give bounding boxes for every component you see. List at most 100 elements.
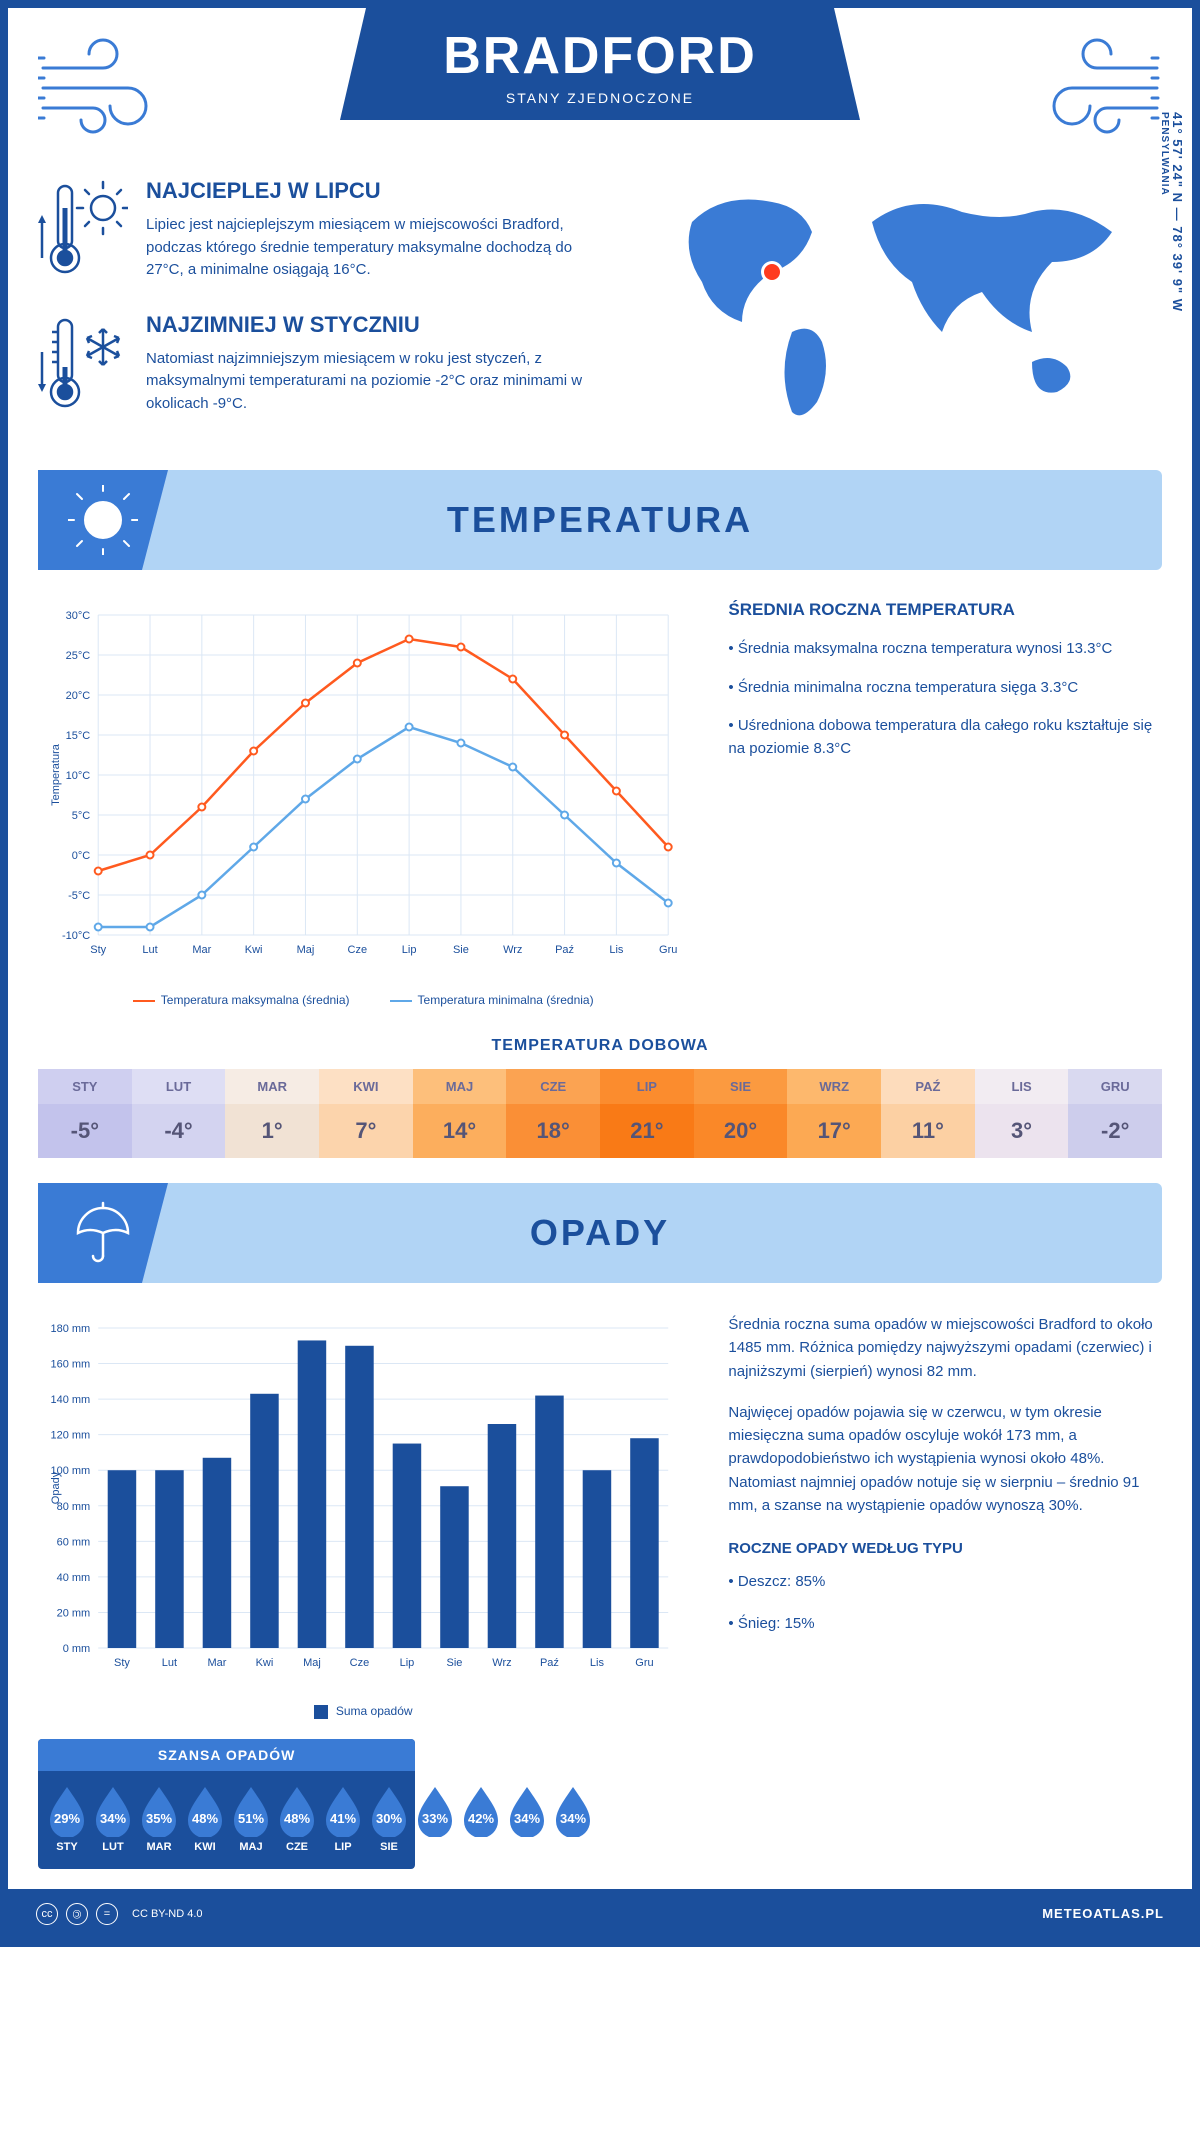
daily-cell: CZE18° (506, 1069, 600, 1158)
coord-lon: 78° 39' 9" W (1170, 226, 1185, 312)
temperature-line-chart: -10°C-5°C0°C5°C10°C15°C20°C25°C30°CStyLu… (38, 600, 688, 1007)
precip-chance-drop: 34%LUT (92, 1785, 134, 1853)
svg-text:Maj: Maj (303, 1657, 321, 1669)
section-temperature-title: TEMPERATURA (447, 499, 753, 541)
precip-chance-drop: 30%SIE (368, 1785, 410, 1853)
temp-bullet-0: • Średnia maksymalna roczna temperatura … (728, 638, 1162, 661)
fact-warmest-title: NAJCIEPLEJ W LIPCU (146, 178, 611, 204)
daily-cell: WRZ17° (787, 1069, 881, 1158)
svg-text:0 mm: 0 mm (63, 1643, 91, 1655)
svg-text:Lis: Lis (590, 1657, 605, 1669)
precip-chance-drop: 34%LIS (506, 1785, 548, 1853)
svg-text:5°C: 5°C (72, 810, 91, 822)
svg-text:Wrz: Wrz (492, 1657, 511, 1669)
svg-text:Mar: Mar (207, 1657, 226, 1669)
svg-text:Sie: Sie (447, 1657, 463, 1669)
svg-text:41%: 41% (330, 1811, 356, 1826)
svg-text:20°C: 20°C (66, 690, 91, 702)
precip-chance-drop: 33%WRZ (414, 1785, 456, 1853)
section-precip-banner: OPADY (38, 1183, 1162, 1283)
svg-text:48%: 48% (192, 1811, 218, 1826)
precip-chance-drop: 35%MAR (138, 1785, 180, 1853)
svg-text:Lut: Lut (162, 1657, 177, 1669)
svg-text:160 mm: 160 mm (50, 1359, 90, 1371)
sun-icon (38, 470, 168, 570)
precip-summary: Średnia roczna suma opadów w miejscowośc… (728, 1313, 1162, 1869)
cc-icon: cc (36, 1903, 58, 1925)
svg-text:34%: 34% (514, 1811, 540, 1826)
footer: cc 🄯 = CC BY-ND 4.0 METEOATLAS.PL (8, 1889, 1192, 1939)
precip-legend: Suma opadów (38, 1704, 688, 1719)
footer-site: METEOATLAS.PL (1042, 1906, 1164, 1921)
fact-warmest-text: Lipiec jest najcieplejszym miesiącem w m… (146, 214, 611, 282)
svg-text:Lip: Lip (402, 944, 417, 956)
svg-text:0°C: 0°C (72, 850, 91, 862)
svg-text:-10°C: -10°C (62, 930, 90, 942)
precip-type-heading: ROCZNE OPADY WEDŁUG TYPU (728, 1537, 1162, 1560)
svg-text:33%: 33% (422, 1811, 448, 1826)
svg-text:Paź: Paź (555, 944, 574, 956)
temp-bullet-2: • Uśredniona dobowa temperatura dla całe… (728, 715, 1162, 760)
daily-cell: MAJ14° (413, 1069, 507, 1158)
legend-min: Temperatura minimalna (średnia) (390, 993, 594, 1007)
daily-temp-title: TEMPERATURA DOBOWA (38, 1037, 1162, 1055)
daily-cell: LIS3° (975, 1069, 1069, 1158)
precip-chance-drop: 34%GRU (552, 1785, 594, 1853)
country-subtitle: STANY ZJEDNOCZONE (340, 90, 860, 106)
daily-cell: LIP21° (600, 1069, 694, 1158)
precip-chance-drop: 48%CZE (276, 1785, 318, 1853)
svg-text:Gru: Gru (659, 944, 677, 956)
fact-warmest: NAJCIEPLEJ W LIPCU Lipiec jest najcieple… (38, 178, 611, 282)
thermometer-cold-icon (38, 312, 128, 412)
precip-p2: Najwięcej opadów pojawia się w czerwcu, … (728, 1401, 1162, 1517)
svg-text:48%: 48% (284, 1811, 310, 1826)
precip-snow: • Śnieg: 15% (728, 1612, 1162, 1635)
title-ribbon: BRADFORD STANY ZJEDNOCZONE (340, 8, 860, 120)
svg-text:51%: 51% (238, 1811, 264, 1826)
fact-coldest-title: NAJZIMNIEJ W STYCZNIU (146, 312, 611, 338)
wind-decoration-right-icon (1032, 28, 1162, 153)
precip-chance-drop: 48%KWI (184, 1785, 226, 1853)
legend-max: Temperatura maksymalna (średnia) (133, 993, 350, 1007)
svg-text:Sty: Sty (90, 944, 106, 956)
daily-cell: GRU-2° (1068, 1069, 1162, 1158)
precip-chance-drop: 51%MAJ (230, 1785, 272, 1853)
temperature-summary: ŚREDNIA ROCZNA TEMPERATURA • Średnia mak… (728, 600, 1162, 1007)
svg-text:Sty: Sty (114, 1657, 130, 1669)
svg-text:25°C: 25°C (66, 650, 91, 662)
svg-text:60 mm: 60 mm (57, 1536, 91, 1548)
precip-chance-drop: 29%STY (46, 1785, 88, 1853)
svg-text:42%: 42% (468, 1811, 494, 1826)
fact-coldest: NAJZIMNIEJ W STYCZNIU Natomiast najzimni… (38, 312, 611, 416)
svg-text:Opady: Opady (50, 1471, 62, 1504)
svg-text:30°C: 30°C (66, 610, 91, 622)
header: BRADFORD STANY ZJEDNOCZONE (38, 28, 1162, 168)
section-temperature-banner: TEMPERATURA (38, 470, 1162, 570)
license-block: cc 🄯 = CC BY-ND 4.0 (36, 1903, 203, 1925)
svg-text:Sie: Sie (453, 944, 469, 956)
precip-p1: Średnia roczna suma opadów w miejscowośc… (728, 1313, 1162, 1383)
precip-chance-title: SZANSA OPADÓW (38, 1739, 415, 1771)
svg-text:Paź: Paź (540, 1657, 559, 1669)
svg-text:30%: 30% (376, 1811, 402, 1826)
svg-text:120 mm: 120 mm (50, 1430, 90, 1442)
daily-cell: STY-5° (38, 1069, 132, 1158)
svg-text:29%: 29% (54, 1811, 80, 1826)
svg-text:Maj: Maj (297, 944, 315, 956)
svg-text:34%: 34% (100, 1811, 126, 1826)
umbrella-icon (38, 1183, 168, 1283)
svg-text:40 mm: 40 mm (57, 1572, 91, 1584)
nd-icon: = (96, 1903, 118, 1925)
svg-text:Cze: Cze (348, 944, 368, 956)
svg-text:Gru: Gru (635, 1657, 653, 1669)
fact-coldest-text: Natomiast najzimniejszym miesiącem w rok… (146, 348, 611, 416)
precip-chance-box: SZANSA OPADÓW 29%STY34%LUT35%MAR48%KWI51… (38, 1739, 415, 1869)
precip-chance-drop: 42%PAŹ (460, 1785, 502, 1853)
svg-text:Lut: Lut (142, 944, 157, 956)
svg-text:Kwi: Kwi (245, 944, 263, 956)
coord-region: PENSYLWANIA (1159, 111, 1170, 311)
svg-text:Lis: Lis (609, 944, 624, 956)
wind-decoration-left-icon (38, 28, 168, 153)
precip-rain: • Deszcz: 85% (728, 1570, 1162, 1593)
temp-bullet-1: • Średnia minimalna roczna temperatura s… (728, 677, 1162, 700)
